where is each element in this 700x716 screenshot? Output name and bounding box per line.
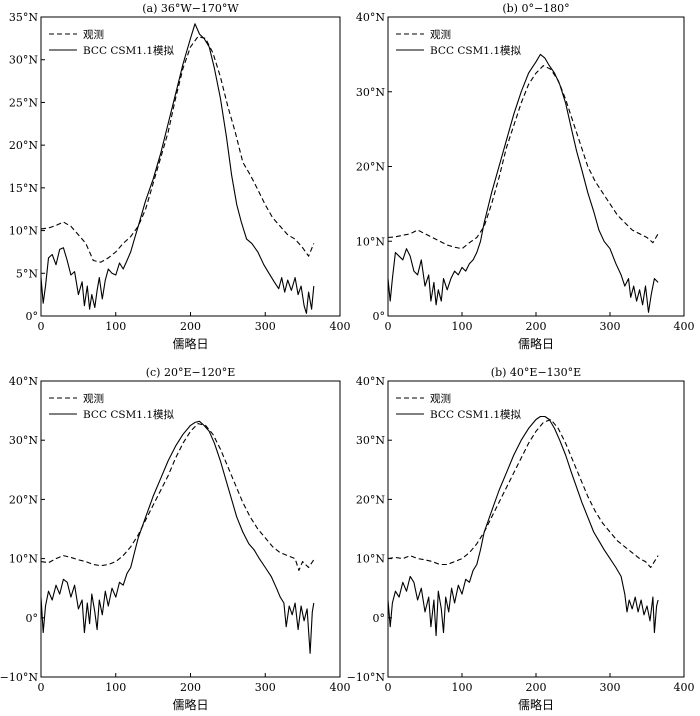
y-tick-label: 25°N	[9, 96, 38, 109]
panel-title: (b) 0°−180°	[502, 2, 569, 15]
x-tick-label: 0	[38, 320, 45, 333]
x-tick-label: 400	[674, 320, 695, 333]
legend-label: 观测	[430, 28, 451, 41]
legend-label: BCC CSM1.1模拟	[430, 408, 521, 421]
legend-label: BCC CSM1.1模拟	[430, 44, 521, 57]
y-tick-label: 0°	[373, 310, 386, 323]
x-tick-label: 100	[452, 320, 473, 333]
y-tick-label: 0°	[26, 310, 39, 323]
legend-label: BCC CSM1.1模拟	[83, 44, 174, 57]
y-tick-label: 20°N	[9, 493, 38, 506]
model-series-line	[387, 415, 659, 637]
model-series-line	[40, 23, 315, 314]
panel-b: (b) 0°−180° 0 100 200 300 400 0° 10°N 20°N 30°N 40…	[356, 2, 695, 351]
panel-d: (b) 40°E−130°E 0 100 200 300 400 −10°N 0° 10°N 20…	[347, 366, 695, 712]
observed-series-line	[40, 423, 315, 571]
x-tick-label: 0	[385, 681, 392, 694]
legend-label: BCC CSM1.1模拟	[83, 408, 174, 421]
plot-frame	[40, 16, 341, 317]
x-tick-label: 200	[526, 320, 547, 333]
observed-series-line	[387, 418, 659, 569]
y-tick-label: 10°N	[9, 225, 38, 238]
x-tick-label: 200	[180, 681, 201, 694]
y-tick-label: 40°N	[9, 375, 38, 388]
panel-title: (a) 36°W−170°W	[142, 2, 239, 15]
y-tick-label: 40°N	[356, 375, 385, 388]
x-tick-label: 0	[38, 681, 45, 694]
y-tick-label: 15°N	[9, 182, 38, 195]
x-tick-label: 300	[600, 320, 621, 333]
y-tick-label: −10°N	[0, 671, 38, 684]
x-axis-label: 儒略日	[172, 697, 208, 712]
model-series-line	[40, 420, 315, 654]
legend-label: 观测	[83, 28, 104, 41]
y-tick-label: 30°N	[356, 86, 385, 99]
x-tick-label: 100	[105, 681, 126, 694]
x-tick-label: 400	[330, 320, 351, 333]
x-tick-label: 400	[674, 681, 695, 694]
x-tick-label: 300	[255, 681, 276, 694]
y-tick-label: 30°N	[9, 434, 38, 447]
y-tick-label: 40°N	[356, 11, 385, 24]
y-tick-label: 35°N	[9, 11, 38, 24]
x-tick-label: 100	[105, 320, 126, 333]
y-tick-label: 20°N	[356, 493, 385, 506]
y-tick-label: 30°N	[9, 54, 38, 67]
x-tick-label: 0	[385, 320, 392, 333]
observed-series-line	[387, 65, 659, 250]
plot-frame	[387, 380, 685, 678]
legend-label: 观测	[430, 392, 451, 405]
y-tick-label: 10°N	[356, 235, 385, 248]
y-tick-label: 20°N	[356, 161, 385, 174]
x-tick-label: 100	[452, 681, 473, 694]
y-tick-label: 10°N	[9, 553, 38, 566]
panel-c: (c) 20°E−120°E 0 100 200 300 400 −10°N 0° 10°N 20…	[0, 366, 351, 712]
x-axis-label: 儒略日	[172, 336, 208, 351]
x-tick-label: 300	[600, 681, 621, 694]
y-tick-label: 5°N	[16, 267, 38, 280]
x-axis-label: 儒略日	[518, 697, 554, 712]
x-tick-label: 200	[180, 320, 201, 333]
y-tick-label: 20°N	[9, 139, 38, 152]
panel-title: (c) 20°E−120°E	[146, 366, 236, 379]
observed-series-line	[40, 36, 315, 263]
panel-title: (b) 40°E−130°E	[491, 366, 581, 379]
x-tick-label: 200	[526, 681, 547, 694]
model-series-line	[387, 53, 659, 313]
y-tick-label: 30°N	[356, 434, 385, 447]
y-tick-label: 0°	[373, 612, 386, 625]
x-axis-label: 儒略日	[518, 336, 554, 351]
y-tick-label: 10°N	[356, 553, 385, 566]
y-tick-label: 0°	[26, 612, 39, 625]
x-tick-label: 400	[330, 681, 351, 694]
x-tick-label: 300	[255, 320, 276, 333]
legend-label: 观测	[83, 392, 104, 405]
panel-a: (a) 36°W−170°W 0 100 200 300 400 0° 5°N 10°N 15°N…	[9, 2, 351, 351]
y-tick-label: −10°N	[347, 671, 386, 684]
